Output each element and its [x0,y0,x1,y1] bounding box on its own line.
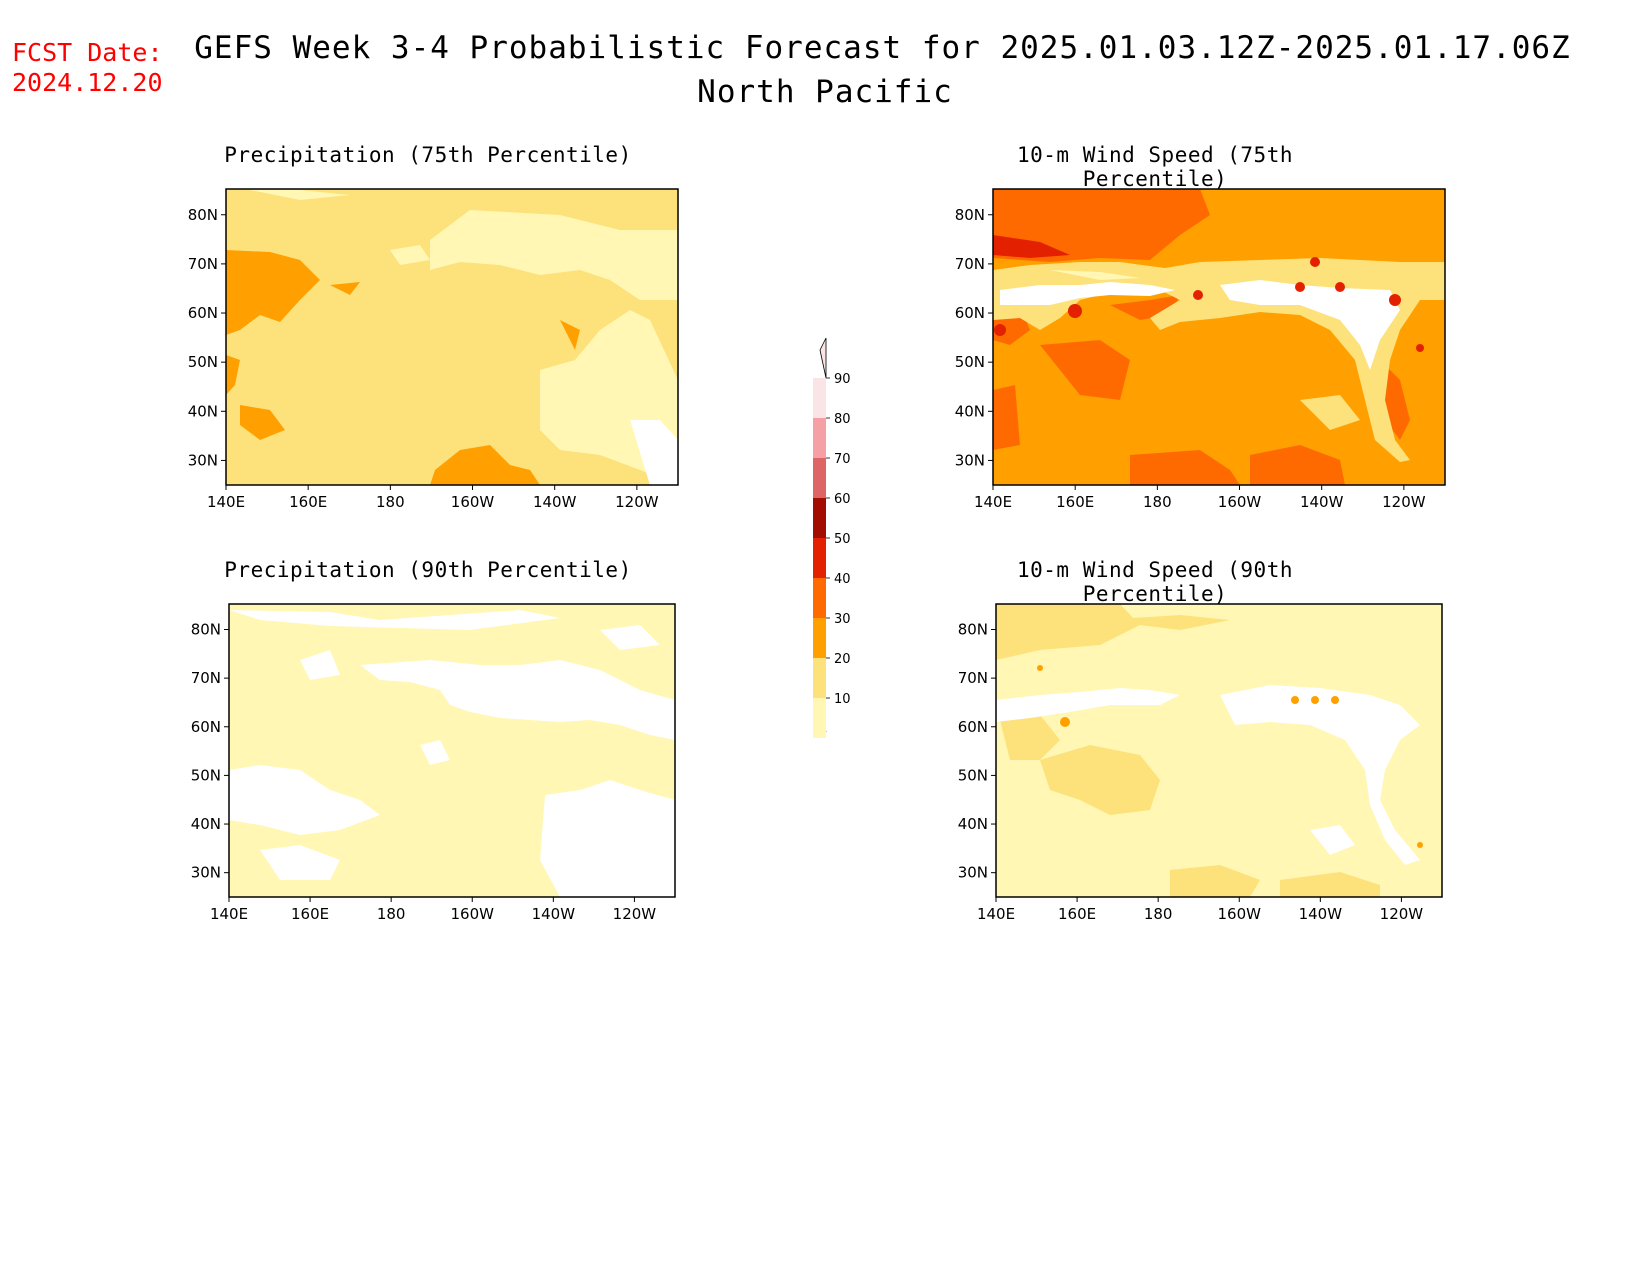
lat-tick-label: 50N [955,353,985,371]
lon-tick-label: 160W [451,905,495,923]
colorbar-swatch [813,578,826,618]
figure-title: GEFS Week 3-4 Probabilistic Forecast for… [194,30,1571,66]
colorbar-label: 20 [834,652,851,667]
colorbar-label: 90 [834,372,851,387]
colorbar-swatch [813,698,826,738]
lon-tick-label: 160W [1218,905,1262,923]
lon-tick-label: 160E [1056,493,1094,511]
panel-title-precip75: Precipitation (75th Percentile) [224,143,632,167]
lat-tick-label: 60N [191,718,221,736]
colorbar-label: 70 [834,452,851,467]
lat-tick-label: 40N [191,815,221,833]
lon-tick-label: 120W [1380,905,1424,923]
lat-tick-label: 60N [955,304,985,322]
lat-tick-label: 70N [955,255,985,273]
lat-tick-label: 50N [188,353,218,371]
lon-tick-label: 120W [613,905,657,923]
colorbar-label: 10 [834,692,851,707]
colorbar-swatch [813,378,826,418]
lon-tick-label: 180 [376,493,405,511]
lon-tick-label: 160E [1058,905,1096,923]
lat-tick-label: 30N [955,451,985,469]
lon-tick-label: 180 [1144,905,1173,923]
lat-tick-label: 30N [958,864,988,882]
colorbar-swatch [813,498,826,538]
lat-tick-label: 70N [191,669,221,687]
lon-tick-label: 140E [210,905,248,923]
map-axes: 140E 160E 180 160W 140W 120W 80N 70N 60N 50N 40N 30… [188,206,1426,923]
lat-tick-label: 30N [188,451,218,469]
lon-tick-label: 140W [1300,493,1344,511]
map-wind75 [992,188,1446,486]
colorbar-label: 60 [834,492,851,507]
colorbar-swatch [813,418,826,458]
lat-tick-label: 80N [958,620,988,638]
lon-tick-label: 160W [1218,493,1262,511]
lon-tick-label: 180 [377,905,406,923]
panel-title-wind75: 10-m Wind Speed (75th Percentile) [1016,143,1293,191]
lon-tick-label: 140W [532,905,576,923]
lat-tick-label: 50N [191,766,221,784]
colorbar-label: 40 [834,572,851,587]
lon-tick-label: 140W [1299,905,1343,923]
lat-tick-label: 40N [958,815,988,833]
lat-tick-label: 50N [958,766,988,784]
colorbar-label: 30 [834,612,851,627]
lat-tick-label: 70N [188,255,218,273]
panel-title-precip90: Precipitation (90th Percentile) [224,558,632,582]
lat-tick-label: 60N [958,718,988,736]
colorbar-top-triangle [819,337,827,379]
colorbar-label: 80 [834,412,851,427]
lon-tick-label: 180 [1143,493,1172,511]
lon-tick-label: 140E [977,905,1015,923]
colorbar-label: 50 [834,532,851,547]
figure-title-block: GEFS Week 3-4 Probabilistic Forecast for… [0,30,1650,118]
lat-tick-label: 80N [188,206,218,224]
map-precip90 [228,603,676,898]
lat-tick-label: 40N [188,402,218,420]
forecast-date-block: FCST Date: 2024.12.20 [12,38,163,98]
lon-tick-label: 120W [615,493,659,511]
lon-tick-label: 140W [533,493,577,511]
colorbar-swatch [813,658,826,698]
lon-tick-label: 160E [289,493,327,511]
forecast-date-value: 2024.12.20 [12,68,163,97]
lat-tick-label: 80N [191,620,221,638]
lon-tick-label: 140E [974,493,1012,511]
map-precip75 [225,188,679,486]
lon-tick-label: 120W [1382,493,1426,511]
colorbar-swatch [813,618,826,658]
lon-tick-label: 160E [291,905,329,923]
colorbar-swatch [813,538,826,578]
lat-tick-label: 30N [191,864,221,882]
colorbar: 90 80 70 60 50 40 30 20 10 [813,337,851,738]
figure-subtitle: North Pacific [697,74,953,110]
panel-title-wind90: 10-m Wind Speed (90th Percentile) [1016,558,1293,606]
lon-tick-label: 160W [451,493,495,511]
lat-tick-label: 60N [188,304,218,322]
lon-tick-label: 140E [207,493,245,511]
forecast-date-label: FCST Date: [12,38,163,67]
map-wind90 [995,603,1443,898]
lat-tick-label: 40N [955,402,985,420]
lat-tick-label: 80N [955,206,985,224]
colorbar-swatch [813,458,826,498]
lat-tick-label: 70N [958,669,988,687]
